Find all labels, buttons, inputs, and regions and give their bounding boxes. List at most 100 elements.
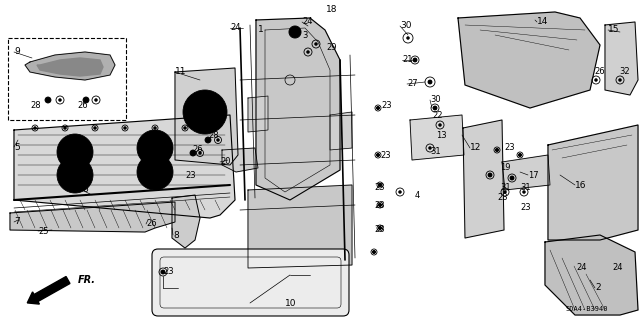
Circle shape [511,176,513,180]
Text: 13: 13 [436,130,447,139]
Circle shape [413,58,417,62]
Circle shape [63,127,67,130]
Text: 14: 14 [537,18,548,26]
Text: 3: 3 [302,32,307,41]
Text: 23: 23 [163,268,173,277]
Circle shape [198,152,202,154]
Polygon shape [502,155,550,190]
Circle shape [372,250,376,254]
Polygon shape [548,125,638,240]
Text: 23: 23 [374,183,385,192]
Text: 11: 11 [175,68,186,77]
Circle shape [193,100,217,124]
Circle shape [137,154,173,190]
Circle shape [433,106,437,110]
Circle shape [378,226,381,229]
Circle shape [595,78,598,81]
Circle shape [289,26,301,38]
Circle shape [376,153,380,157]
Circle shape [495,149,499,152]
Polygon shape [256,18,340,200]
Text: 18: 18 [326,5,337,14]
Text: 32: 32 [619,68,630,77]
Text: 9: 9 [14,48,20,56]
Circle shape [372,250,376,254]
Circle shape [406,36,410,40]
Circle shape [145,138,165,158]
Circle shape [378,183,381,187]
Circle shape [161,271,164,273]
Polygon shape [248,185,352,268]
Circle shape [522,190,525,194]
Polygon shape [458,12,600,108]
Text: 4: 4 [415,190,420,199]
Polygon shape [330,112,352,150]
Circle shape [184,127,186,130]
Text: 8: 8 [173,231,179,240]
Circle shape [495,149,499,152]
Circle shape [45,97,51,103]
Text: 5: 5 [14,143,20,152]
Text: 23: 23 [504,144,515,152]
Circle shape [378,226,381,229]
Text: 12: 12 [470,144,481,152]
Polygon shape [175,68,238,165]
Circle shape [65,165,85,185]
Circle shape [376,107,380,109]
Circle shape [413,58,417,62]
Polygon shape [463,120,504,238]
Text: 19: 19 [500,164,511,173]
Circle shape [378,204,381,206]
Text: 10: 10 [285,299,296,308]
Polygon shape [545,235,638,315]
Polygon shape [605,22,638,95]
Text: 26: 26 [146,219,157,228]
Polygon shape [172,195,200,248]
Circle shape [518,153,522,157]
Text: SDA4-B3940: SDA4-B3940 [566,306,609,312]
Circle shape [488,173,492,177]
Text: 15: 15 [608,26,620,34]
Text: 28: 28 [30,101,40,110]
Circle shape [93,127,97,130]
Text: 23: 23 [380,151,390,160]
Circle shape [504,190,506,194]
Text: 24: 24 [576,263,586,272]
Circle shape [154,127,157,130]
Circle shape [145,162,165,182]
Text: 23: 23 [374,226,385,234]
Text: 31: 31 [500,183,511,192]
Text: 31: 31 [520,183,531,192]
Text: 23: 23 [374,201,385,210]
Circle shape [428,80,432,84]
Text: 23: 23 [520,204,531,212]
Circle shape [161,270,165,274]
Circle shape [95,99,97,101]
Polygon shape [222,148,258,172]
Text: 30: 30 [430,95,440,105]
Text: 17: 17 [528,170,539,180]
Text: FR.: FR. [78,275,96,285]
Text: 20: 20 [220,158,230,167]
Circle shape [618,78,621,81]
Text: 2: 2 [595,284,600,293]
Text: 24: 24 [230,24,241,33]
FancyBboxPatch shape [152,249,349,316]
FancyArrow shape [28,277,70,304]
Text: 24: 24 [612,263,623,272]
Circle shape [58,99,61,101]
Circle shape [33,127,36,130]
Circle shape [433,107,436,109]
Circle shape [190,150,196,156]
Text: 31: 31 [430,147,440,157]
Circle shape [488,174,492,176]
Circle shape [57,157,93,193]
Polygon shape [37,58,103,76]
Circle shape [314,42,317,46]
Text: 22: 22 [432,112,442,121]
Polygon shape [25,52,115,80]
Circle shape [57,134,93,170]
Circle shape [209,127,211,130]
Circle shape [378,204,381,206]
Circle shape [65,142,85,162]
